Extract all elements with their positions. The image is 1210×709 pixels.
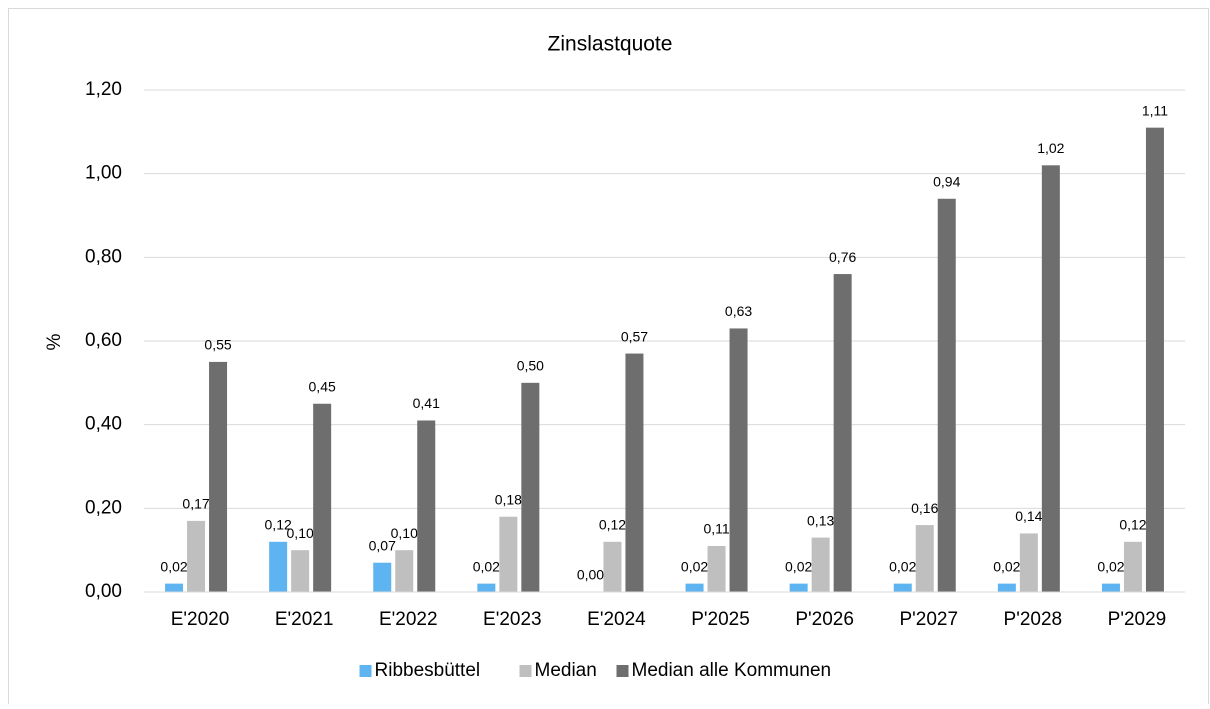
y-tick-label: 0,00 bbox=[85, 581, 122, 602]
data-label: 0,11 bbox=[703, 521, 729, 537]
bar bbox=[1019, 533, 1038, 592]
bar bbox=[893, 583, 912, 592]
bar bbox=[625, 353, 644, 592]
bar bbox=[729, 328, 748, 592]
legend-label: Median bbox=[535, 660, 597, 681]
bar bbox=[937, 198, 956, 592]
bar bbox=[833, 274, 852, 592]
x-tick-label: P'2026 bbox=[795, 609, 854, 630]
legend-swatch bbox=[359, 665, 372, 677]
bar bbox=[313, 403, 332, 592]
bar bbox=[811, 537, 830, 592]
bar bbox=[187, 520, 206, 592]
bar bbox=[165, 583, 184, 592]
data-label: 0,45 bbox=[309, 378, 336, 394]
bar bbox=[373, 562, 392, 592]
y-tick-label: 0,60 bbox=[85, 330, 122, 351]
bar bbox=[417, 420, 436, 592]
data-label: 0,55 bbox=[204, 337, 231, 353]
data-label: 0,17 bbox=[182, 496, 209, 512]
data-label: 0,13 bbox=[807, 512, 834, 528]
data-label: 0,02 bbox=[681, 558, 708, 574]
x-tick-label: P'2027 bbox=[899, 609, 958, 630]
data-label: 0,63 bbox=[725, 303, 752, 319]
x-tick-label: P'2029 bbox=[1108, 609, 1167, 630]
y-tick-label: 0,20 bbox=[85, 497, 122, 518]
y-axis-label: % bbox=[44, 333, 65, 350]
bar bbox=[1145, 127, 1164, 593]
data-label: 0,41 bbox=[413, 395, 440, 411]
data-label: 0,12 bbox=[265, 517, 292, 533]
data-label: 0,02 bbox=[993, 558, 1020, 574]
data-label: 0,07 bbox=[369, 537, 396, 553]
data-label: 0,02 bbox=[889, 558, 916, 574]
legend-label: Median alle Kommunen bbox=[632, 660, 832, 681]
x-tick-label: E'2023 bbox=[483, 609, 542, 630]
legend-swatch bbox=[616, 665, 629, 677]
bar bbox=[603, 541, 622, 592]
chart-title: Zinslastquote bbox=[548, 33, 673, 56]
bar bbox=[521, 382, 540, 592]
data-label: 0,02 bbox=[785, 558, 812, 574]
data-label: 0,50 bbox=[517, 358, 544, 374]
data-label: 0,02 bbox=[473, 558, 500, 574]
bar bbox=[499, 516, 518, 592]
bar bbox=[1041, 165, 1060, 593]
bar bbox=[915, 525, 934, 592]
x-tick-label: E'2024 bbox=[587, 609, 646, 630]
data-label: 0,76 bbox=[829, 249, 856, 265]
data-label: 0,02 bbox=[1097, 558, 1124, 574]
data-label: 0,10 bbox=[287, 525, 314, 541]
legend-swatch bbox=[519, 665, 532, 677]
bar bbox=[395, 550, 414, 592]
bar bbox=[291, 550, 310, 592]
data-label: 0,00 bbox=[577, 567, 604, 583]
y-tick-label: 1,00 bbox=[85, 163, 122, 184]
data-label: 0,12 bbox=[1119, 517, 1146, 533]
data-label: 0,14 bbox=[1015, 508, 1042, 524]
data-label: 0,94 bbox=[933, 173, 960, 189]
x-tick-label: E'2020 bbox=[171, 609, 230, 630]
legend-label: Ribbesbüttel bbox=[375, 660, 481, 681]
data-label: 0,57 bbox=[621, 328, 648, 344]
x-tick-label: P'2028 bbox=[1004, 609, 1063, 630]
bar bbox=[209, 361, 228, 592]
bar bbox=[1123, 541, 1142, 592]
chart-border bbox=[8, 8, 1209, 709]
y-tick-label: 0,80 bbox=[85, 246, 122, 267]
data-label: 0,16 bbox=[911, 500, 938, 516]
bar bbox=[1101, 583, 1120, 592]
data-label: 0,12 bbox=[599, 517, 626, 533]
bar bbox=[997, 583, 1016, 592]
x-tick-label: E'2021 bbox=[275, 609, 334, 630]
bar bbox=[685, 583, 704, 592]
bar bbox=[789, 583, 808, 592]
x-tick-label: E'2022 bbox=[379, 609, 438, 630]
data-label: 0,10 bbox=[391, 525, 418, 541]
data-label: 1,02 bbox=[1037, 140, 1064, 156]
bar bbox=[477, 583, 496, 592]
bar bbox=[707, 545, 726, 592]
y-tick-label: 1,20 bbox=[85, 79, 122, 100]
y-tick-label: 0,40 bbox=[85, 414, 122, 435]
data-label: 0,02 bbox=[160, 558, 187, 574]
data-label: 1,11 bbox=[1142, 102, 1168, 118]
bar bbox=[269, 541, 288, 592]
x-tick-label: P'2025 bbox=[691, 609, 750, 630]
data-label: 0,18 bbox=[495, 491, 522, 507]
